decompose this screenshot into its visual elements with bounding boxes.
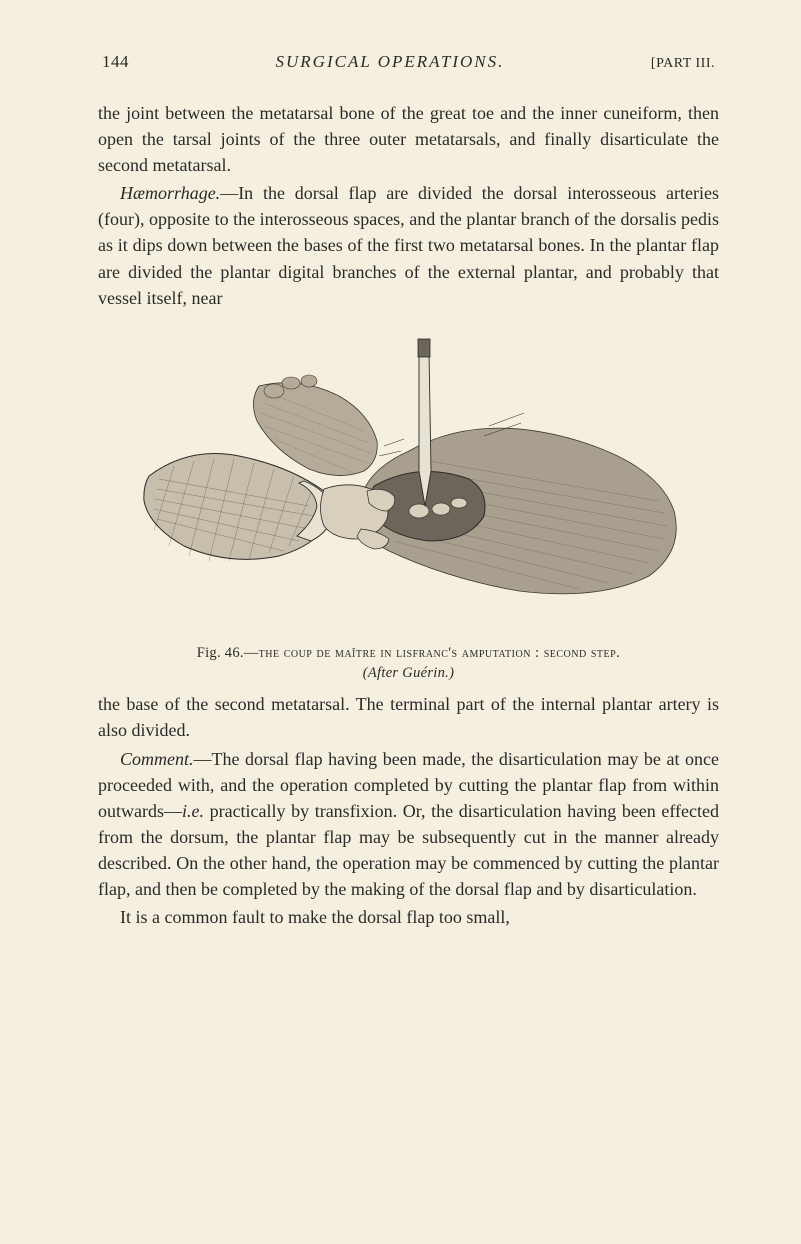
part-label: [PART III. (651, 56, 715, 72)
figure-caption-sc: the coup de maître in lisfranc's amputat… (259, 645, 621, 661)
paragraph-5: It is a common fault to make the dorsal … (98, 904, 719, 930)
paragraph-3: the base of the second metatarsal. The t… (98, 691, 719, 743)
page-number: 144 (102, 52, 129, 72)
figure-caption: Fig. 46.—the coup de maître in lisfranc'… (197, 643, 621, 684)
page-header: 144 SURGICAL OPERATIONS. [PART III. (98, 52, 719, 72)
paragraph-4-lead: Comment. (120, 749, 194, 769)
figure-illustration (129, 331, 689, 631)
paragraph-1: the joint between the metatarsal bone of… (98, 100, 719, 178)
running-title: SURGICAL OPERATIONS. (276, 52, 505, 72)
figure-caption-attribution: (After Guérin.) (363, 665, 454, 681)
paragraph-2: Hæmorrhage.—In the dorsal flap are divid… (98, 180, 719, 310)
body-text: the joint between the metatarsal bone of… (98, 100, 719, 930)
paragraph-4-ie: i.e. (182, 801, 204, 821)
paragraph-2-lead: Hæmorrhage. (120, 183, 220, 203)
figure-46: Fig. 46.—the coup de maître in lisfranc'… (98, 331, 719, 684)
figure-caption-prefix: Fig. 46.— (197, 645, 259, 661)
paragraph-4: Comment.—The dorsal flap having been mad… (98, 746, 719, 903)
